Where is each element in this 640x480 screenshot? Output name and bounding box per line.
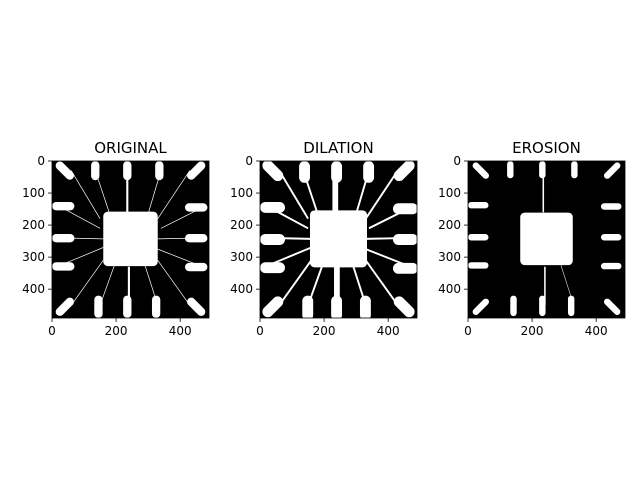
corner-pad [262,296,284,318]
x-tick-label: 200 [105,324,128,338]
terminal-pad [184,203,208,212]
y-tick-label: 100 [438,186,461,200]
y-tick-label: 0 [245,154,253,168]
terminal-pad [94,295,103,318]
corner-pad [55,297,74,316]
terminal-pad [600,234,622,241]
image-original [52,161,209,318]
y-tick-label: 400 [230,282,253,296]
terminal-pad [567,295,575,317]
center-pad [309,210,368,268]
trace-line [70,170,101,219]
y-tick-label: 200 [22,218,45,232]
terminal-pad [600,262,622,270]
corner-pad [603,298,621,315]
corner-pad [472,298,490,315]
terminal-pad [331,161,343,183]
axes-frame [259,160,418,319]
corner-pad [393,296,415,318]
panel-title: EROSION [512,139,581,157]
panel-original: ORIGINAL 0 200 400 0 100 200 300 400 [22,139,210,338]
terminal-pad [539,295,546,317]
panel-title: DILATION [303,139,373,157]
y-tick-label: 100 [22,186,45,200]
y-tick-label: 100 [230,186,253,200]
corner-pad [187,297,206,316]
y-tick-label: 200 [230,218,253,232]
terminal-pad [510,295,517,317]
terminal-pad [123,161,132,181]
y-tick-label: 300 [438,250,461,264]
terminal-pad [299,161,310,183]
terminal-pad [52,234,75,243]
terminal-pad [363,161,375,183]
terminal-pad [392,262,417,274]
terminal-pad [507,161,514,179]
y-tick-label: 400 [22,282,45,296]
terminal-pad [123,295,132,318]
axes-frame [51,160,210,319]
terminal-pad [331,295,343,318]
y-tick-label: 0 [453,154,461,168]
panel-dilation: DILATION 0 200 400 0 100 200 300 400 [230,139,418,338]
x-tick-label: 400 [169,324,192,338]
trace-line [99,265,115,306]
terminal-pad [468,234,489,241]
axes-frame [467,160,626,319]
terminal-pad [184,234,208,243]
trace-line [278,259,313,306]
x-tick-label: 200 [521,324,544,338]
corner-pad [55,161,74,180]
terminal-pad [151,295,161,318]
panel-title: ORIGINAL [94,139,167,157]
x-tick-label: 400 [377,324,400,338]
terminal-pad [468,202,489,209]
corner-pad [603,162,621,179]
trace-line [364,170,399,220]
corner-pad [393,161,415,182]
y-tick-label: 400 [438,282,461,296]
corner-pad [262,161,284,182]
terminal-pad [155,161,164,181]
terminal-pad [260,202,285,213]
terminal-pad [392,234,417,245]
terminal-pad [302,295,314,318]
terminal-pad [468,262,489,269]
image-dilation [260,161,417,318]
y-tick-label: 300 [230,250,253,264]
trace-line [278,170,309,220]
panel-erosion: EROSION 0 200 400 0 100 200 300 400 [438,139,626,338]
trace-line [157,260,191,306]
trace-line [70,260,104,306]
terminal-pad [52,262,75,271]
image-erosion [468,161,625,318]
terminal-pad [52,202,75,211]
terminal-pad [600,203,622,210]
y-tick-label: 300 [22,250,45,264]
terminal-pad [260,234,285,245]
y-tick-label: 0 [37,154,45,168]
center-pad [520,212,573,266]
terminal-pad [571,161,578,179]
x-tick-label: 0 [256,324,264,338]
terminal-pad [91,161,100,181]
trace-line [157,170,191,219]
terminal-pad [359,295,371,318]
terminal-pad [539,161,546,179]
x-tick-label: 200 [313,324,336,338]
x-tick-label: 0 [48,324,56,338]
x-tick-label: 0 [464,324,472,338]
terminal-pad [260,262,285,274]
corner-pad [187,161,206,180]
center-pad [103,211,158,267]
x-tick-label: 400 [585,324,608,338]
terminal-pad [392,203,417,215]
trace-line [364,259,399,306]
corner-pad [472,162,490,179]
y-tick-label: 200 [438,218,461,232]
terminal-pad [184,262,208,272]
